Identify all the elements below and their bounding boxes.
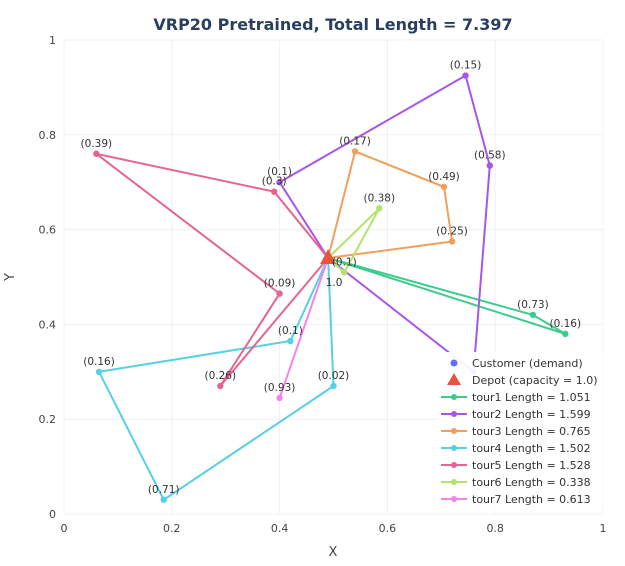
customer-point — [440, 183, 448, 191]
legend-tour-marker — [451, 428, 457, 434]
legend-tour-marker — [451, 394, 457, 400]
y-tick-label: 0.8 — [39, 129, 57, 142]
customer-point — [271, 188, 278, 195]
customer-point — [448, 238, 456, 245]
route-line — [95, 152, 329, 387]
route-line — [327, 257, 566, 335]
demand-label: (0.58) — [474, 150, 506, 162]
y-tick-label: 0.2 — [39, 413, 57, 426]
customer-point — [160, 496, 167, 503]
axes: 00 0.2 0.2 0.4 0.4 0.6 0.6 0.8 0.8 1 1 — [39, 34, 607, 535]
customer-point — [341, 269, 348, 276]
demand-label: (0.15) — [450, 60, 482, 72]
demand-label: (0.16) — [83, 356, 115, 368]
chart-title: VRP20 Pretrained, Total Length = 7.397 — [153, 15, 512, 34]
x-tick-label: 0.2 — [163, 522, 181, 535]
demand-label: (0.3) — [262, 176, 287, 188]
legend-tour-marker — [451, 445, 457, 451]
legend-depot-marker — [447, 373, 461, 385]
x-tick-label: 0 — [61, 522, 68, 535]
customer-point — [351, 148, 359, 155]
demand-label: (0.38) — [364, 192, 396, 204]
customer-point — [462, 72, 469, 79]
legend-depot-label: Depot (capacity = 1.0) — [472, 374, 598, 387]
y-tick-label: 0 — [49, 508, 56, 521]
customer-point — [486, 162, 494, 169]
x-tick-label: 0.6 — [379, 522, 397, 535]
point-labels: (0.73)(0.16)(0.1)(0.15)(0.58)(0.17)(0.49… — [81, 60, 582, 496]
x-axis-label: X — [329, 545, 338, 560]
demand-label: (0.16) — [549, 318, 581, 330]
customer-point — [287, 337, 294, 345]
x-tick-label: 1 — [600, 522, 607, 535]
legend[interactable]: Customer (demand) Depot (capacity = 1.0) t… — [437, 352, 603, 511]
customer-point — [95, 368, 103, 375]
customer-point — [276, 290, 283, 297]
customer-point — [217, 382, 224, 390]
customer-point — [529, 311, 537, 319]
demand-label: (0.49) — [428, 171, 460, 183]
legend-tour-label: tour2 Length = 1.599 — [472, 408, 591, 421]
x-tick-label: 0.8 — [486, 522, 504, 535]
depot-marker — [320, 249, 337, 265]
routes — [95, 73, 566, 502]
demand-label: (0.1) — [267, 166, 292, 178]
points — [93, 72, 569, 503]
demand-label: (0.73) — [517, 299, 549, 311]
demand-label: (0.17) — [339, 135, 371, 147]
demand-label: (0.25) — [436, 225, 468, 237]
customer-point — [276, 179, 283, 186]
legend-tour-label: tour1 Length = 1.051 — [472, 391, 591, 404]
y-axis-label: Y — [3, 273, 18, 282]
legend-customer-label: Customer (demand) — [472, 357, 583, 370]
legend-tour-label: tour4 Length = 1.502 — [472, 442, 591, 455]
demand-label: (0.1) — [278, 325, 303, 337]
customer-point — [93, 150, 100, 157]
legend-tour-label: tour3 Length = 0.765 — [472, 425, 591, 438]
demand-label: (0.71) — [148, 484, 180, 496]
customer-point — [330, 382, 337, 390]
depot-label: 1.0 — [326, 277, 343, 289]
legend-tour-marker — [451, 496, 457, 502]
legend-tour-label: tour6 Length = 0.338 — [472, 476, 591, 489]
route-line — [327, 207, 381, 274]
x-tick-label: 0.4 — [271, 522, 289, 535]
demand-label: (0.09) — [264, 278, 296, 290]
demand-label: (0.93) — [264, 382, 296, 394]
y-tick-label: 1 — [49, 34, 56, 47]
customer-point — [276, 394, 283, 402]
demand-label: (0.26) — [205, 370, 237, 382]
demand-label: (0.1) — [332, 256, 357, 268]
legend-tour-marker — [451, 479, 457, 485]
legend-customer-marker — [450, 359, 458, 367]
legend-tour-marker — [451, 462, 457, 468]
demand-label: (0.02) — [318, 370, 350, 382]
y-tick-label: 0.6 — [39, 224, 57, 237]
route-line — [97, 257, 335, 502]
legend-tour-label: tour5 Length = 1.528 — [472, 459, 591, 472]
legend-tour-marker — [451, 411, 457, 417]
customer-point — [562, 330, 569, 338]
customer-point — [376, 205, 383, 212]
demand-label: (0.39) — [81, 138, 113, 150]
y-tick-label: 0.4 — [39, 318, 57, 331]
legend-tour-label: tour7 Length = 0.613 — [472, 493, 591, 506]
